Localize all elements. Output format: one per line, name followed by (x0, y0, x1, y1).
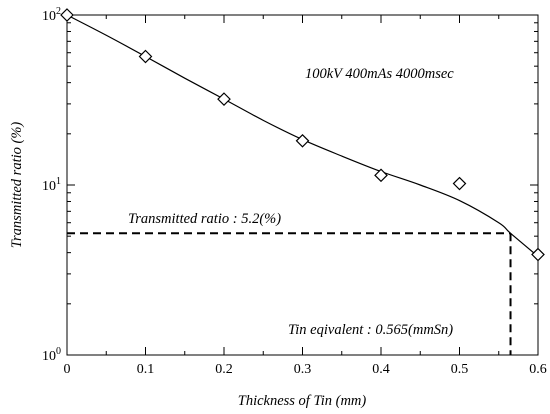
x-tick-label: 0.6 (529, 362, 547, 377)
reference-lines (67, 232, 512, 355)
plot-frame (66, 14, 539, 356)
y-axis-label: Transmitted ratio (%) (9, 122, 25, 249)
y-tick-label-exponent: 1 (56, 176, 61, 187)
data-point (374, 168, 388, 183)
x-tick-label: 0 (64, 362, 71, 377)
tin-equivalent-annotation: Tin eqivalent : 0.565(mmSn) (288, 322, 453, 338)
y-tick-label-exponent: 0 (56, 346, 61, 357)
y-tick-label: 101 (42, 176, 61, 194)
data-point (138, 49, 153, 64)
data-markers (60, 8, 545, 262)
data-point (60, 8, 74, 22)
data-point (531, 247, 545, 262)
x-tick-label: 0.1 (137, 362, 155, 377)
x-axis-label: Thickness of Tin (mm) (238, 393, 367, 409)
x-tick-label: 0.4 (372, 362, 390, 377)
data-point (295, 133, 310, 148)
y-tick-label-exponent: 2 (56, 6, 61, 17)
y-tick-label: 102 (42, 6, 61, 24)
data-point (217, 92, 231, 106)
data-point (452, 176, 467, 191)
y-tick-label-base: 10 (42, 349, 56, 364)
x-tick-label: 0.2 (215, 362, 233, 377)
condition-annotation: 100kV 400mAs 4000msec (305, 66, 454, 82)
transmitted-annotation: Transmitted ratio : 5.2(%) (128, 211, 281, 227)
ticks-group (66, 14, 539, 356)
y-tick-label-base: 10 (42, 9, 56, 24)
x-tick-labels: 0 0.1 0.2 0.3 0.4 0.5 0.6 (64, 362, 547, 377)
y-tick-label-base: 10 (42, 179, 56, 194)
y-tick-label: 100 (42, 346, 61, 364)
x-tick-label: 0.5 (451, 362, 469, 377)
x-tick-label: 0.3 (294, 362, 312, 377)
